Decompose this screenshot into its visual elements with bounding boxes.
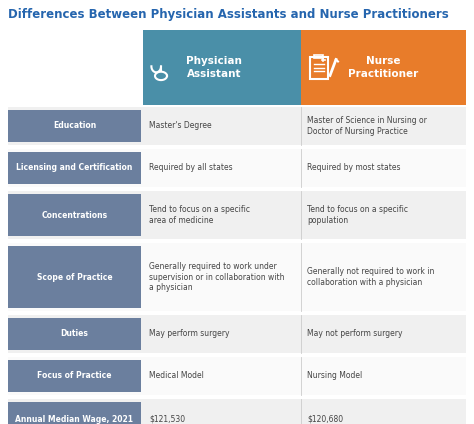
Bar xyxy=(8,194,141,236)
Bar xyxy=(8,357,466,395)
Text: Generally not required to work in
collaboration with a physician: Generally not required to work in collab… xyxy=(307,267,434,287)
Bar xyxy=(8,402,141,424)
Bar xyxy=(8,246,141,308)
Bar xyxy=(8,399,466,424)
Text: $120,680: $120,680 xyxy=(307,415,343,424)
Text: Nurse
Practitioner: Nurse Practitioner xyxy=(348,56,419,79)
Text: Master of Science in Nursing or
Doctor of Nursing Practice: Master of Science in Nursing or Doctor o… xyxy=(307,116,427,136)
Text: Differences Between Physician Assistants and Nurse Practitioners: Differences Between Physician Assistants… xyxy=(8,8,449,21)
Bar xyxy=(315,55,323,58)
Bar xyxy=(8,311,466,315)
Bar xyxy=(8,152,141,184)
Bar xyxy=(8,353,466,357)
Bar xyxy=(8,191,466,239)
Bar xyxy=(8,110,141,142)
Text: Tend to focus on a specific
population: Tend to focus on a specific population xyxy=(307,205,408,225)
Text: Required by most states: Required by most states xyxy=(307,164,401,173)
Bar xyxy=(310,56,328,78)
Text: $121,530: $121,530 xyxy=(149,415,185,424)
Text: Physician
Assistant: Physician Assistant xyxy=(186,56,242,79)
Text: Nursing Model: Nursing Model xyxy=(307,371,362,380)
Bar xyxy=(8,315,466,353)
Bar xyxy=(8,149,466,187)
Text: Master's Degree: Master's Degree xyxy=(149,122,211,131)
Text: Scope of Practice: Scope of Practice xyxy=(36,273,112,282)
Text: May not perform surgery: May not perform surgery xyxy=(307,329,402,338)
Text: Medical Model: Medical Model xyxy=(149,371,204,380)
Bar xyxy=(8,395,466,399)
Bar xyxy=(8,239,466,243)
Text: Duties: Duties xyxy=(61,329,89,338)
Text: Generally required to work under
supervision or in collaboration with
a physicia: Generally required to work under supervi… xyxy=(149,262,284,292)
Text: Concentrations: Concentrations xyxy=(41,210,108,220)
Bar xyxy=(8,318,141,350)
Bar xyxy=(8,243,466,311)
Text: May perform surgery: May perform surgery xyxy=(149,329,229,338)
Bar xyxy=(8,360,141,392)
Text: Annual Median Wage, 2021: Annual Median Wage, 2021 xyxy=(16,415,134,424)
Text: Licensing and Certification: Licensing and Certification xyxy=(16,164,133,173)
Bar xyxy=(143,30,301,105)
Bar xyxy=(8,107,466,145)
Text: Tend to focus on a specific
area of medicine: Tend to focus on a specific area of medi… xyxy=(149,205,250,225)
Bar xyxy=(8,145,466,149)
Bar xyxy=(301,30,466,105)
Text: Focus of Practice: Focus of Practice xyxy=(37,371,112,380)
Text: Education: Education xyxy=(53,122,96,131)
Text: Required by all states: Required by all states xyxy=(149,164,233,173)
Bar xyxy=(8,187,466,191)
